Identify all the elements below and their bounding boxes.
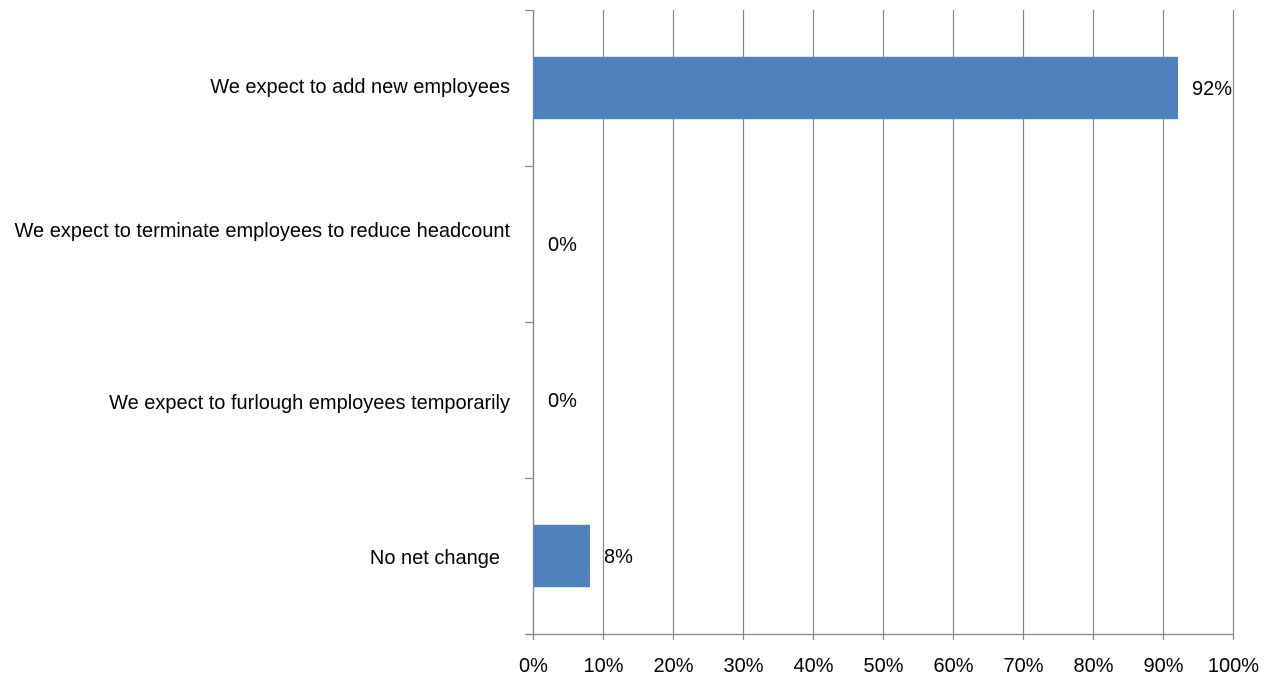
bar xyxy=(534,56,1178,120)
data-label: 0% xyxy=(548,234,577,256)
x-tick-label: 20% xyxy=(653,655,693,677)
x-tick-label: 10% xyxy=(583,655,623,677)
x-tick-label: 50% xyxy=(863,655,903,677)
x-tick-label: 100% xyxy=(1208,655,1259,677)
x-tick-label: 80% xyxy=(1073,655,1113,677)
x-tick-label: 30% xyxy=(723,655,763,677)
x-tick-label: 90% xyxy=(1143,655,1183,677)
x-tick-label: 0% xyxy=(519,655,548,677)
x-tick-label: 60% xyxy=(933,655,973,677)
data-label: 8% xyxy=(604,546,633,568)
x-tick-label: 70% xyxy=(1003,655,1043,677)
bar xyxy=(534,524,590,588)
category-label-no-change: No net change xyxy=(369,547,500,569)
data-label: 92% xyxy=(1192,78,1232,100)
category-label-furlough: We expect to furlough employees temporar… xyxy=(109,392,510,414)
data-label: 0% xyxy=(548,390,577,412)
x-tick-label: 40% xyxy=(793,655,833,677)
category-label-add: We expect to add new employees xyxy=(210,76,510,98)
category-label-terminate: We expect to terminate employees to redu… xyxy=(14,220,510,242)
